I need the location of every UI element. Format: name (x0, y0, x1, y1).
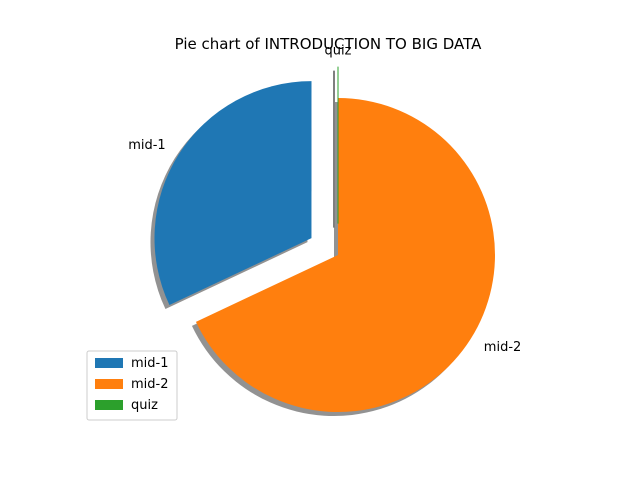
legend-swatch-quiz (95, 400, 123, 410)
legend-label-mid-1: mid-1 (131, 356, 169, 371)
legend-label-quiz: quiz (131, 398, 158, 413)
legend: mid-1 mid-2 quiz (86, 350, 178, 421)
chart-title: Pie chart of INTRODUCTION TO BIG DATA (175, 35, 483, 53)
slice-label-mid-2: mid-2 (484, 340, 522, 355)
pie-slice-mid-2 (195, 98, 495, 412)
slice-label-mid-1: mid-1 (128, 138, 166, 153)
pie-slice-mid-1 (154, 81, 312, 306)
legend-label-mid-2: mid-2 (131, 377, 169, 392)
legend-swatch-mid-2 (95, 379, 123, 389)
legend-swatch-mid-1 (95, 358, 123, 368)
slice-label-quiz: quiz (325, 43, 352, 58)
slice-labels: mid-1 mid-2 quiz (128, 43, 521, 355)
pie-slices (154, 66, 495, 412)
